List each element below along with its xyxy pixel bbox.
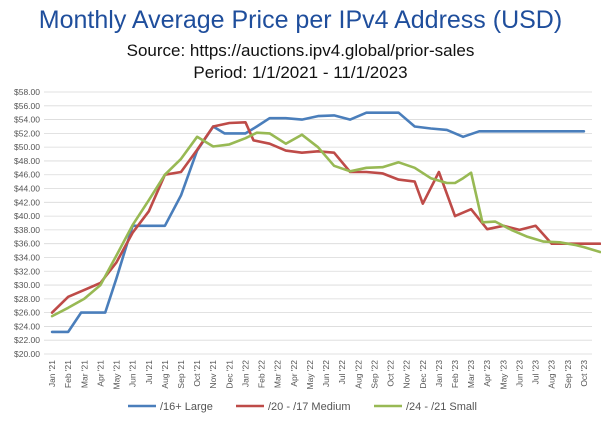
- x-tick-label: Apr '21: [95, 360, 105, 387]
- x-tick-label: Dec '21: [224, 360, 234, 389]
- y-axis-ticks: $20.00 $22.00 $24.00 $26.00 $28.00 $30.00 $32.…: [14, 87, 40, 359]
- legend-label: /16+ Large: [160, 401, 213, 413]
- x-tick-label: Oct '23: [579, 360, 589, 387]
- x-tick-label: Jan '22: [240, 360, 250, 387]
- y-tick-label: $38.00: [14, 225, 40, 235]
- y-tick-label: $46.00: [14, 170, 40, 180]
- y-tick-label: $24.00: [14, 321, 40, 331]
- x-tick-label: Sep '22: [369, 360, 379, 389]
- x-tick-label: Feb '22: [257, 360, 267, 388]
- x-tick-label: Nov '21: [208, 360, 218, 389]
- chart-subtitle-source: Source: https://auctions.ipv4.global/pri…: [126, 41, 475, 60]
- chart-legend: /16+ Large/20 - /17 Medium/24 - /21 Smal…: [128, 401, 477, 413]
- x-tick-label: Jul '21: [144, 360, 154, 385]
- y-tick-label: $52.00: [14, 128, 40, 138]
- chart-title: Monthly Average Price per IPv4 Address (…: [38, 6, 563, 34]
- x-tick-label: Aug '23: [547, 360, 557, 389]
- x-tick-label: May '22: [305, 360, 315, 390]
- y-tick-label: $26.00: [14, 308, 40, 318]
- x-tick-label: Apr '22: [289, 360, 299, 387]
- legend-label: /20 - /17 Medium: [268, 401, 351, 413]
- y-tick-label: $34.00: [14, 252, 40, 262]
- y-tick-label: $44.00: [14, 184, 40, 194]
- x-tick-label: Oct '22: [386, 360, 396, 387]
- x-tick-label: May '21: [112, 360, 122, 390]
- x-tick-label: Jan '23: [434, 360, 444, 387]
- series-line-2: [50, 131, 601, 318]
- x-tick-label: May '23: [498, 360, 508, 390]
- chart-subtitle-period: Period: 1/1/2021 - 11/1/2023: [193, 63, 408, 82]
- chart-series: [50, 111, 601, 334]
- x-tick-label: Jan '21: [47, 360, 57, 387]
- y-tick-label: $56.00: [14, 101, 40, 111]
- y-tick-label: $40.00: [14, 211, 40, 221]
- y-tick-label: $32.00: [14, 266, 40, 276]
- x-tick-label: Jun '23: [514, 360, 524, 387]
- y-tick-label: $22.00: [14, 335, 40, 345]
- x-tick-label: Jul '23: [531, 360, 541, 385]
- x-tick-label: Jun '21: [128, 360, 138, 387]
- x-tick-label: Feb '23: [450, 360, 460, 388]
- y-tick-label: $58.00: [14, 87, 40, 97]
- x-tick-label: Aug '21: [160, 360, 170, 389]
- x-tick-label: Sep '21: [176, 360, 186, 389]
- y-tick-label: $48.00: [14, 156, 40, 166]
- x-tick-label: Jul '22: [337, 360, 347, 385]
- x-tick-label: Jun '22: [321, 360, 331, 387]
- x-tick-label: Nov '22: [402, 360, 412, 389]
- x-tick-label: Aug '22: [353, 360, 363, 389]
- y-tick-label: $20.00: [14, 349, 40, 359]
- x-tick-label: Oct '21: [192, 360, 202, 387]
- x-axis-ticks: Jan '21 Feb '21 Mar '21 Apr '21 May '21 Jun '…: [47, 360, 589, 390]
- y-tick-label: $54.00: [14, 115, 40, 125]
- y-tick-label: $28.00: [14, 294, 40, 304]
- x-tick-label: Mar '22: [273, 360, 283, 388]
- x-tick-label: Dec '22: [418, 360, 428, 389]
- x-tick-label: Feb '21: [63, 360, 73, 388]
- y-tick-label: $36.00: [14, 239, 40, 249]
- y-tick-label: $50.00: [14, 142, 40, 152]
- x-tick-label: Mar '23: [466, 360, 476, 388]
- series-line-1: [50, 121, 601, 314]
- y-tick-label: $42.00: [14, 197, 40, 207]
- x-tick-label: Sep '23: [563, 360, 573, 389]
- legend-label: /24 - /21 Small: [406, 401, 477, 413]
- y-tick-label: $30.00: [14, 280, 40, 290]
- x-tick-label: Apr '23: [482, 360, 492, 387]
- x-tick-label: Mar '21: [79, 360, 89, 388]
